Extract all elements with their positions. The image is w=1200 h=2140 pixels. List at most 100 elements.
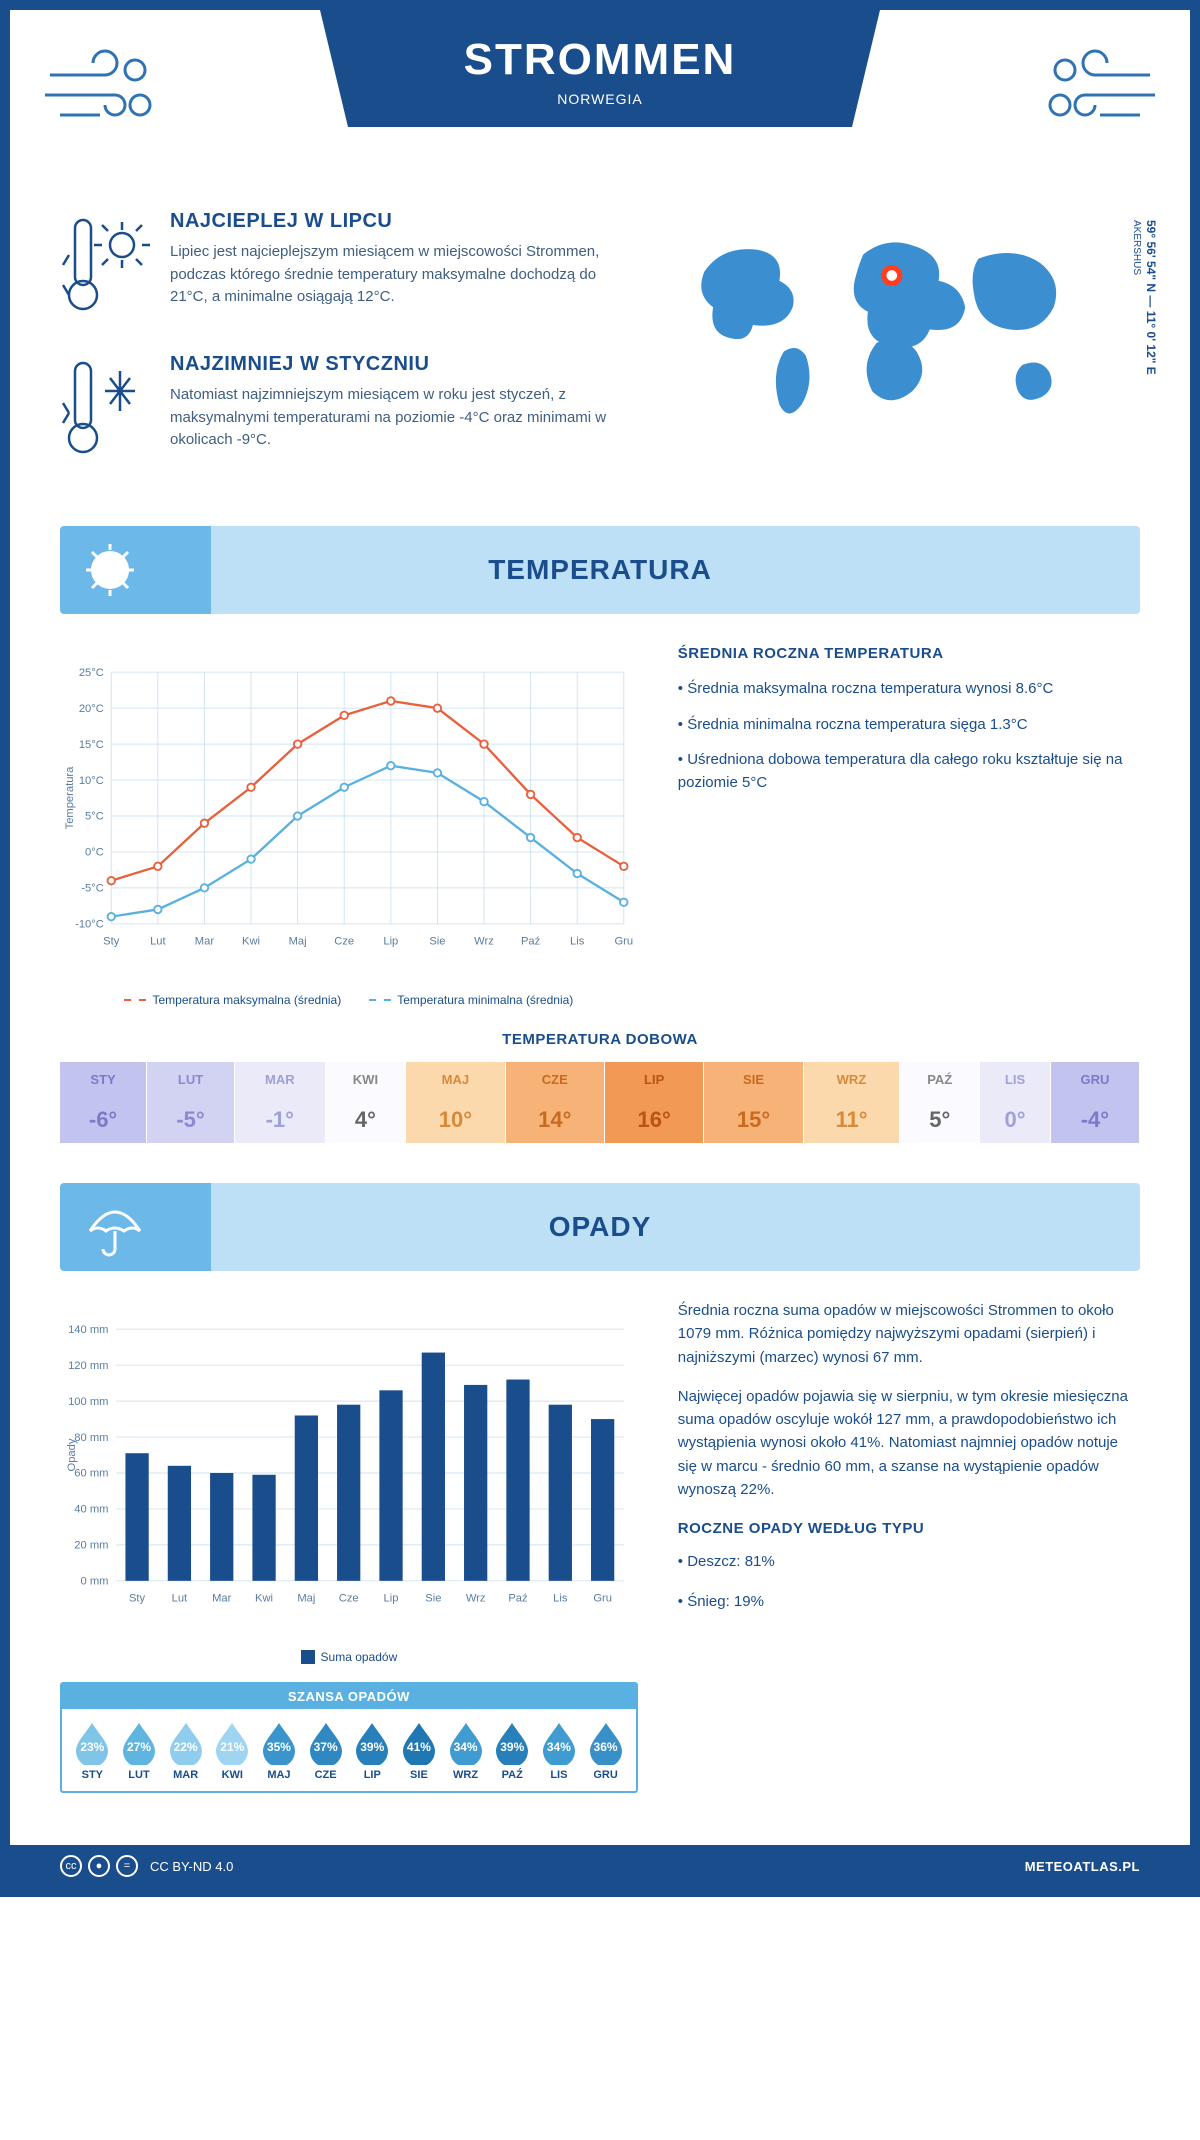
daily-temp-table: STYLUTMARKWIMAJCZELIPSIEWRZPAŹLISGRU-6°-… [60,1062,1140,1143]
svg-text:Wrz: Wrz [474,935,494,947]
precipitation-section-header: OPADY [60,1183,1140,1271]
umbrella-icon [80,1197,150,1257]
warmest-text: Lipiec jest najcieplejszym miesiącem w m… [170,241,610,309]
svg-text:Cze: Cze [334,935,354,947]
svg-text:Gru: Gru [593,1592,612,1604]
svg-text:Sie: Sie [429,935,445,947]
cc-icons: cc ● = [60,1855,138,1877]
thermometer-sun-icon [60,210,150,325]
svg-text:-5°C: -5°C [81,883,103,895]
chance-cell: 35%MAJ [257,1721,302,1781]
cc-by-icon: ● [88,1855,110,1877]
cc-nd-icon: = [116,1855,138,1877]
svg-text:-10°C: -10°C [75,919,104,931]
svg-text:Lis: Lis [570,935,585,947]
region-label: AKERSHUS [1131,220,1142,275]
svg-text:120 mm: 120 mm [68,1360,108,1372]
svg-text:80 mm: 80 mm [74,1432,108,1444]
raindrop-icon: 36% [586,1721,626,1765]
rain-type-bullet: • Śnieg: 19% [678,1590,1140,1613]
raindrop-icon: 27% [119,1721,159,1765]
wind-icon [40,40,170,145]
temp-bullet: • Średnia minimalna roczna temperatura s… [678,713,1140,736]
title-banner: STROMMEN NORWEGIA [320,10,880,127]
svg-text:60 mm: 60 mm [74,1468,108,1480]
svg-text:Temperatura: Temperatura [64,766,76,830]
svg-text:0°C: 0°C [85,847,104,859]
coldest-title: NAJZIMNIEJ W STYCZNIU [170,353,610,376]
rain-text-1: Średnia roczna suma opadów w miejscowośc… [678,1299,1140,1369]
sun-icon [80,540,150,600]
svg-text:Wrz: Wrz [466,1592,486,1604]
raindrop-icon: 21% [212,1721,252,1765]
raindrop-icon: 23% [72,1721,112,1765]
svg-text:Kwi: Kwi [255,1592,273,1604]
svg-text:Mar: Mar [212,1592,232,1604]
raindrop-icon: 39% [352,1721,392,1765]
chance-cell: 22%MAR [163,1721,208,1781]
warmest-title: NAJCIEPLEJ W LIPCU [170,210,610,233]
svg-text:5°C: 5°C [85,811,104,823]
svg-text:Opady: Opady [66,1438,78,1471]
svg-text:20 mm: 20 mm [74,1540,108,1552]
chance-cell: 34%LIS [537,1721,582,1781]
legend-label: Suma opadów [321,1650,398,1664]
svg-text:0 mm: 0 mm [81,1576,109,1588]
rain-type-heading: ROCZNE OPADY WEDŁUG TYPU [678,1517,1140,1540]
world-map [640,210,1140,440]
temperature-line-chart: -10°C-5°C0°C5°C10°C15°C20°C25°CStyLutMar… [60,642,638,982]
chart-legend: Suma opadów [60,1650,638,1664]
raindrop-icon: 35% [259,1721,299,1765]
svg-text:25°C: 25°C [79,667,104,679]
daily-temp-title: TEMPERATURA DOBOWA [60,1031,1140,1048]
thermometer-snow-icon [60,353,150,468]
svg-text:Kwi: Kwi [242,935,260,947]
precipitation-chance-box: SZANSA OPADÓW 23%STY 27%LUT 22%MAR 21%KW… [60,1682,638,1793]
svg-text:Sty: Sty [129,1592,146,1604]
chance-cell: 27%LUT [117,1721,162,1781]
site-name: METEOATLAS.PL [1025,1859,1140,1874]
raindrop-icon: 39% [492,1721,532,1765]
temperature-section-header: TEMPERATURA [60,526,1140,614]
rain-type-bullet: • Deszcz: 81% [678,1550,1140,1573]
rain-text-2: Najwięcej opadów pojawia się w sierpniu,… [678,1385,1140,1501]
raindrop-icon: 22% [166,1721,206,1765]
svg-text:Mar: Mar [195,935,215,947]
svg-text:100 mm: 100 mm [68,1396,108,1408]
svg-text:Cze: Cze [339,1592,359,1604]
warmest-fact: NAJCIEPLEJ W LIPCU Lipiec jest najcieple… [60,210,610,325]
chance-cell: 23%STY [70,1721,115,1781]
license-text: CC BY-ND 4.0 [150,1859,233,1874]
temp-text-heading: ŚREDNIA ROCZNA TEMPERATURA [678,642,1140,665]
svg-text:Sty: Sty [103,935,120,947]
svg-text:Gru: Gru [614,935,633,947]
chance-cell: 21%KWI [210,1721,255,1781]
svg-text:15°C: 15°C [79,739,104,751]
chart-legend: Temperatura maksymalna (średnia)Temperat… [60,993,638,1007]
chance-title: SZANSA OPADÓW [62,1684,636,1709]
precipitation-bar-chart: 0 mm20 mm40 mm60 mm80 mm100 mm120 mm140 … [60,1299,638,1639]
temp-bullet: • Średnia maksymalna roczna temperatura … [678,677,1140,700]
header: STROMMEN NORWEGIA [10,10,1190,190]
chance-cell: 41%SIE [397,1721,442,1781]
coordinates: 59° 56' 54" N — 11° 0' 12" E [1144,220,1158,375]
raindrop-icon: 41% [399,1721,439,1765]
svg-text:Paź: Paź [508,1592,528,1604]
svg-text:Paź: Paź [521,935,541,947]
section-title: TEMPERATURA [170,554,1030,586]
chance-cell: 36%GRU [583,1721,628,1781]
svg-text:Lis: Lis [553,1592,568,1604]
svg-text:20°C: 20°C [79,703,104,715]
chance-cell: 37%CZE [303,1721,348,1781]
raindrop-icon: 37% [306,1721,346,1765]
svg-text:Lut: Lut [172,1592,188,1604]
city-title: STROMMEN [400,35,800,85]
svg-text:Lip: Lip [383,935,398,947]
svg-text:40 mm: 40 mm [74,1504,108,1516]
country-subtitle: NORWEGIA [400,91,800,107]
wind-icon [1030,40,1160,145]
chance-cell: 39%PAŹ [490,1721,535,1781]
coldest-text: Natomiast najzimniejszym miesiącem w rok… [170,384,610,452]
cc-icon: cc [60,1855,82,1877]
section-title: OPADY [170,1211,1030,1243]
